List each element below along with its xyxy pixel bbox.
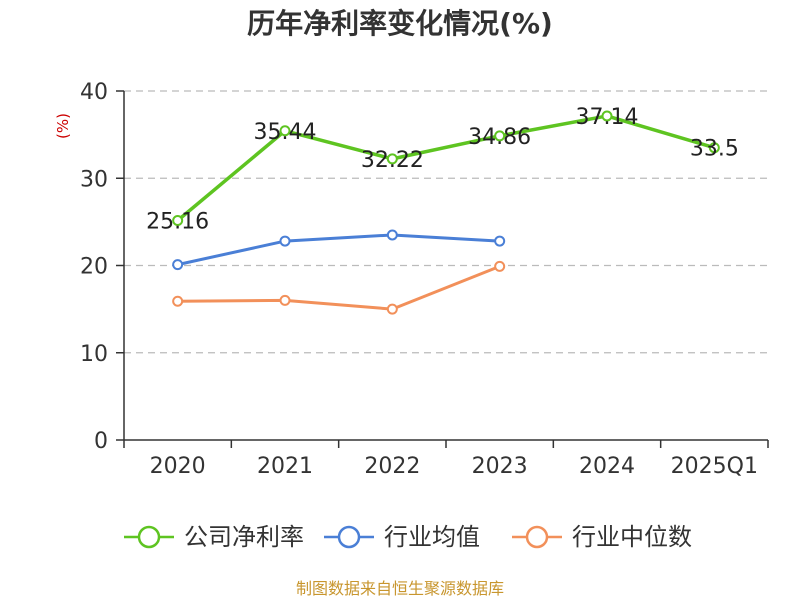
data-label: 25.16 [146, 209, 209, 234]
x-tick-label: 2020 [150, 454, 206, 479]
axes: 0 10 20 30 40 2020 2021 2022 2023 2024 2025Q1 [80, 80, 769, 479]
data-label: 35.44 [254, 120, 317, 145]
y-tick-label: 40 [80, 80, 108, 105]
data-label: 34.86 [468, 125, 531, 150]
data-point [279, 294, 291, 306]
data-point [172, 259, 184, 271]
legend-marker [337, 525, 361, 549]
legend-marker [137, 525, 161, 549]
data-point [172, 295, 184, 307]
data-point [494, 130, 506, 142]
x-tick-label: 2024 [579, 454, 635, 479]
x-tick-label: 2023 [472, 454, 528, 479]
data-point [494, 235, 506, 247]
data-point [494, 260, 506, 272]
series-line [176, 264, 502, 311]
y-tick-label: 20 [80, 255, 108, 280]
data-point [279, 235, 291, 247]
legend-marker [525, 525, 549, 549]
data-point [386, 229, 398, 241]
series-lines [172, 110, 720, 315]
y-tick-label: 30 [80, 167, 108, 192]
data-point [601, 110, 613, 122]
series-line [175, 114, 717, 223]
data-label: 37.14 [576, 105, 639, 130]
data-point [386, 153, 398, 165]
source-note: 制图数据来自恒生聚源数据库 [296, 579, 504, 598]
data-labels: 25.16 35.44 32.22 34.86 37.14 33.5 [146, 105, 739, 235]
data-point [386, 303, 398, 315]
y-axis-label: (%) [54, 113, 72, 139]
data-label: 32.22 [361, 148, 424, 173]
legend: 公司净利率 行业均值 行业中位数 [124, 523, 692, 551]
y-tick-label: 10 [80, 342, 108, 367]
data-label: 33.5 [690, 137, 739, 162]
grid-lines [124, 90, 768, 354]
data-point [708, 142, 720, 154]
series-line [176, 233, 502, 267]
x-tick-label: 2021 [257, 454, 313, 479]
data-point [172, 214, 184, 226]
data-point [279, 125, 291, 137]
legend-label: 行业中位数 [572, 523, 692, 551]
x-tick-label: 2022 [364, 454, 420, 479]
y-tick-label: 0 [94, 429, 108, 454]
chart-title: 历年净利率变化情况(%) [247, 7, 553, 40]
legend-label: 行业均值 [384, 523, 480, 551]
legend-label: 公司净利率 [184, 523, 304, 551]
x-tick-label: 2025Q1 [671, 454, 758, 479]
